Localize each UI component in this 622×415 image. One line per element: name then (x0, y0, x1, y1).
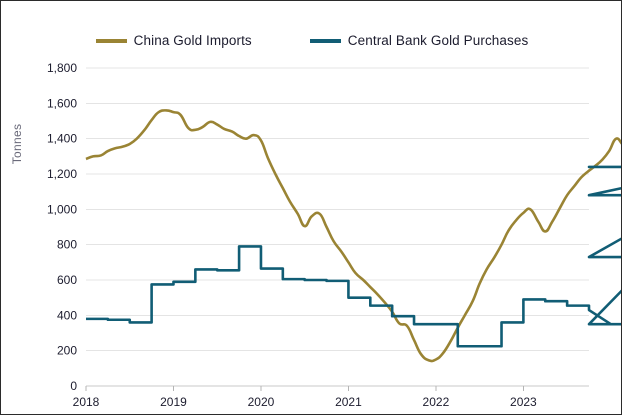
legend-item-central-bank-gold-purchases[interactable]: Central Bank Gold Purchases (309, 33, 529, 48)
x-axis-tick-label: 2018 (73, 395, 100, 409)
y-axis-tick-labels: 0 200 400 600 800 1,000 1,200 1,400 1,600 1,800 (47, 61, 77, 393)
legend-swatch-central-bank-gold-purchases (309, 38, 341, 43)
x-axis-tick-label: 2021 (335, 395, 362, 409)
data-series (85, 109, 621, 363)
x-axis-tick-label: 2022 (423, 395, 450, 409)
x-axis-tick-label: 2019 (160, 395, 187, 409)
x-axis-tick-label: 2020 (248, 395, 275, 409)
y-axis-tick-label: 0 (70, 379, 77, 393)
y-axis-tick-label: 800 (57, 238, 77, 252)
legend-label-central-bank-gold-purchases: Central Bank Gold Purchases (347, 33, 529, 48)
y-axis-tick-label: 400 (57, 308, 77, 322)
chart-legend: China Gold Imports Central Bank Gold Pur… (1, 33, 621, 48)
y-axis-tick-label: 1,400 (47, 132, 77, 146)
y-axis-tick-label: 1,200 (47, 167, 77, 181)
y-axis-tick-label: 1,600 (47, 96, 77, 110)
x-axis-tick-label: 2023 (510, 395, 537, 409)
y-axis-tick-label: 1,800 (47, 61, 77, 75)
gridlines (86, 67, 589, 352)
legend-item-china-gold-imports[interactable]: China Gold Imports (95, 33, 252, 48)
series-line-central-bank-gold-purchases (86, 165, 621, 348)
x-axis: 2018 2019 2020 2021 2022 2023 (73, 385, 589, 409)
legend-label-china-gold-imports: China Gold Imports (133, 33, 252, 48)
y-axis-tick-label: 1,000 (47, 202, 77, 216)
series-line-china-gold-imports (85, 109, 621, 363)
y-axis-tick-label: 600 (57, 273, 77, 287)
legend-swatch-china-gold-imports (95, 38, 127, 43)
y-axis-tick-label: 200 (57, 344, 77, 358)
